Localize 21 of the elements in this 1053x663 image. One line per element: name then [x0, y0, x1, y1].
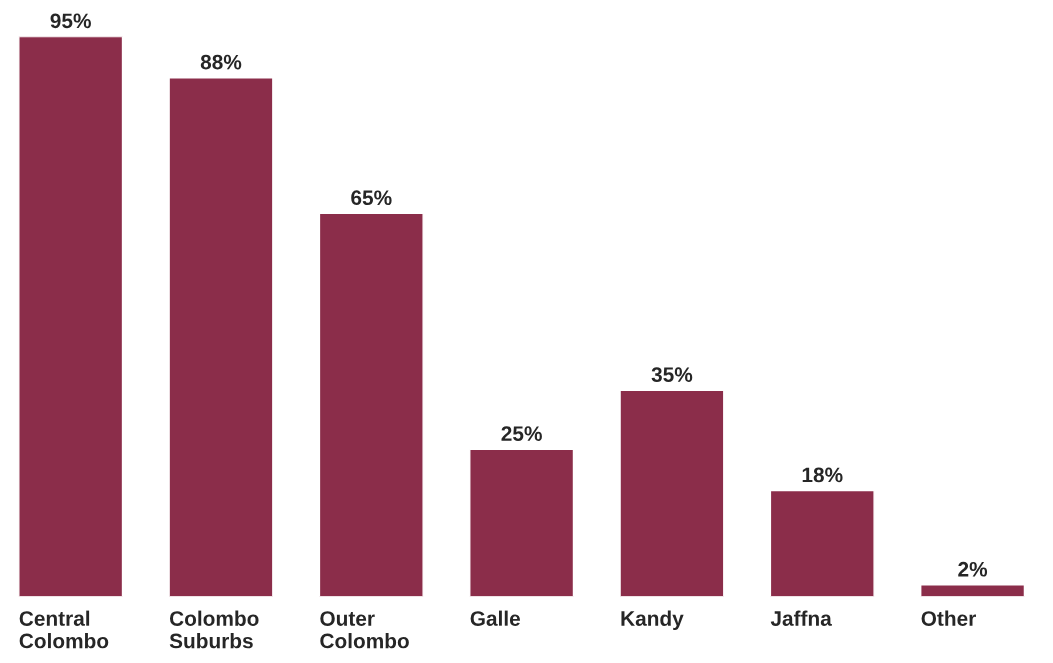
bar: [769, 489, 875, 597]
data-label: 35%: [651, 367, 693, 383]
x-tick-label: Kandy: [621, 610, 684, 631]
x-tick-label: Outer Colombo: [320, 611, 409, 649]
x-tick-label: Colombo Suburbs: [169, 610, 259, 649]
bar: [168, 77, 274, 597]
data-label: 88%: [200, 54, 242, 70]
bar: [318, 212, 424, 597]
data-label: 2%: [958, 561, 988, 577]
x-tick-label: Jaffna: [770, 610, 832, 626]
bar: [469, 448, 575, 597]
data-label: 18%: [802, 467, 843, 483]
x-tick-label: Central Colombo: [19, 610, 109, 649]
data-label: 25%: [501, 426, 542, 441]
x-tick-label: Other: [921, 610, 976, 626]
data-label: 65%: [351, 190, 392, 206]
data-label: 95%: [50, 13, 91, 29]
bar: [619, 389, 725, 597]
bar: [18, 36, 124, 597]
bar: [920, 584, 1026, 597]
x-tick-label: Galle: [470, 610, 520, 626]
